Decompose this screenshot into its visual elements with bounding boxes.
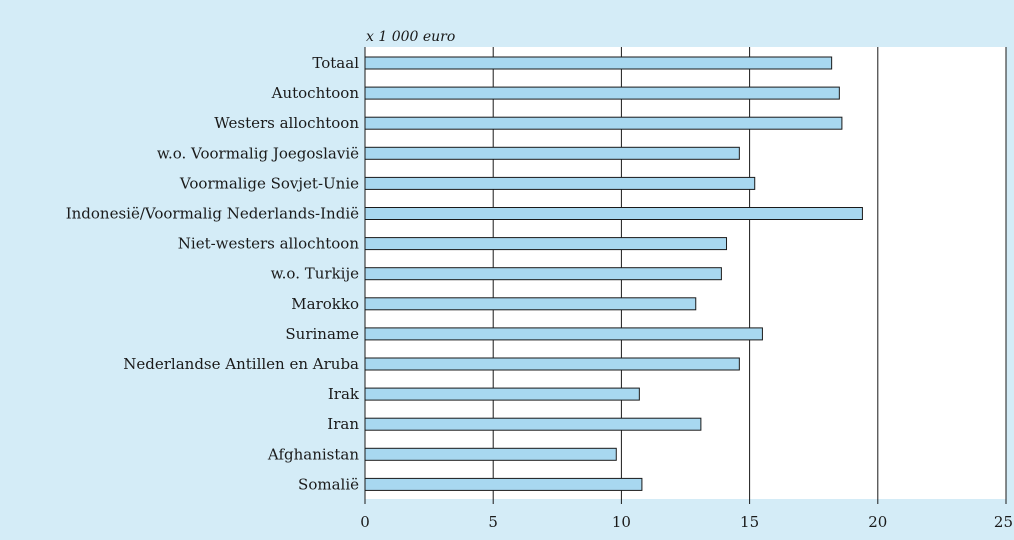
bar (364, 146, 740, 160)
category-label: Voormalige Sovjet-Unie (179, 174, 359, 192)
bar (364, 297, 697, 311)
x-tick-label: 15 (740, 513, 759, 531)
bar (364, 417, 702, 431)
category-label: Marokko (291, 295, 359, 313)
category-labels: Totaal Autochtoon Westers allochtoon w.o. V… (66, 54, 360, 493)
category-label: Afghanistan (267, 445, 359, 463)
category-label: Suriname (285, 325, 359, 343)
bars (364, 56, 863, 491)
x-tick-label: 20 (868, 513, 887, 531)
category-label: w.o. Turkije (271, 265, 360, 283)
category-label: Somalië (298, 475, 359, 493)
category-label: Nederlandse Antillen en Aruba (123, 355, 359, 373)
category-label: Westers allochtoon (214, 114, 359, 132)
category-label: Autochtoon (271, 84, 360, 102)
bar (364, 357, 740, 371)
bar (364, 447, 617, 461)
bar (364, 237, 728, 251)
x-tick-label: 0 (360, 513, 370, 531)
category-label: w.o. Voormalig Joegoslavië (157, 144, 359, 162)
bar (364, 176, 756, 190)
bar (364, 207, 863, 220)
category-label: Iran (327, 415, 359, 433)
bar (364, 86, 840, 100)
x-tick-labels: 0 5 10 15 20 25 (360, 513, 1013, 531)
category-label: Indonesië/Voormalig Nederlands-Indië (66, 205, 359, 223)
category-label: Totaal (312, 54, 359, 72)
category-label: Irak (328, 385, 360, 403)
bar (364, 327, 763, 341)
x-tick-label: 5 (488, 513, 498, 531)
bar (364, 267, 722, 281)
unit-label: x 1 000 euro (366, 29, 455, 45)
bar (364, 116, 843, 130)
bar (364, 387, 640, 401)
category-label: Niet-westers allochtoon (178, 235, 360, 253)
x-tick-label: 10 (612, 513, 631, 531)
x-tick-label: 25 (994, 513, 1013, 531)
bar (364, 477, 643, 491)
bar (364, 56, 833, 70)
